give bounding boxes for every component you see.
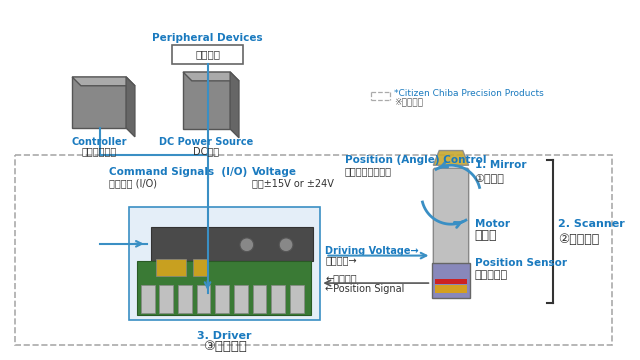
Text: モータ: モータ (475, 229, 497, 242)
FancyBboxPatch shape (172, 45, 243, 64)
Text: Controller: Controller (71, 137, 127, 147)
Text: Command Signals  (I/O): Command Signals (I/O) (109, 167, 248, 177)
Bar (216, 285, 229, 312)
Bar (193, 258, 207, 276)
Circle shape (279, 238, 293, 252)
FancyBboxPatch shape (129, 207, 321, 320)
Bar (141, 285, 154, 312)
Text: 指令信号 (I/O): 指令信号 (I/O) (109, 178, 157, 188)
Circle shape (240, 238, 253, 252)
Text: 電圧±15V or ±24V: 電圧±15V or ±24V (252, 178, 333, 188)
Bar (253, 285, 266, 312)
Bar (435, 285, 467, 293)
Text: Peripheral Devices: Peripheral Devices (152, 33, 263, 42)
Polygon shape (230, 72, 239, 138)
Polygon shape (126, 77, 135, 137)
Text: Voltage: Voltage (252, 167, 297, 177)
Text: 3. Driver: 3. Driver (198, 331, 252, 341)
Bar (271, 285, 285, 312)
Bar (183, 72, 230, 129)
Text: 周辺機器: 周辺機器 (195, 49, 220, 59)
Polygon shape (433, 150, 468, 165)
Text: ③ドライバ: ③ドライバ (203, 341, 246, 354)
Text: 1. Mirror: 1. Mirror (475, 160, 526, 170)
Text: Position Sensor: Position Sensor (475, 258, 566, 269)
Polygon shape (72, 77, 135, 86)
Bar (435, 279, 467, 284)
Text: 2. Scanner: 2. Scanner (558, 219, 625, 229)
Text: DC Power Source: DC Power Source (159, 137, 253, 147)
Bar (234, 285, 248, 312)
Bar (196, 285, 211, 312)
Bar (150, 227, 312, 261)
Text: Motor: Motor (475, 219, 509, 229)
Bar (157, 258, 186, 276)
Text: *Citizen Chiba Precision Products: *Citizen Chiba Precision Products (394, 89, 544, 98)
Text: ←位置信号: ←位置信号 (325, 273, 357, 283)
Text: Position (Angle) Control: Position (Angle) Control (345, 156, 486, 165)
Text: ※当社製品: ※当社製品 (394, 97, 423, 106)
Text: DC電源: DC電源 (193, 147, 220, 157)
Bar (178, 285, 192, 312)
Bar (290, 285, 304, 312)
Polygon shape (183, 72, 239, 81)
FancyBboxPatch shape (433, 168, 468, 265)
Bar (137, 261, 310, 315)
Text: ①ミラー: ①ミラー (475, 173, 504, 183)
Text: Driving Voltage→: Driving Voltage→ (325, 246, 419, 256)
Bar (72, 77, 126, 128)
Text: 位置センサ: 位置センサ (475, 270, 508, 280)
Text: 位置（角度）制御: 位置（角度）制御 (345, 166, 392, 176)
Text: コントローラ: コントローラ (81, 147, 116, 157)
FancyBboxPatch shape (433, 264, 470, 298)
Text: ←Position Signal: ←Position Signal (325, 284, 404, 294)
Text: 駆動電圧→: 駆動電圧→ (325, 256, 357, 265)
Bar (159, 285, 173, 312)
Text: ②スキャナ: ②スキャナ (558, 233, 599, 246)
